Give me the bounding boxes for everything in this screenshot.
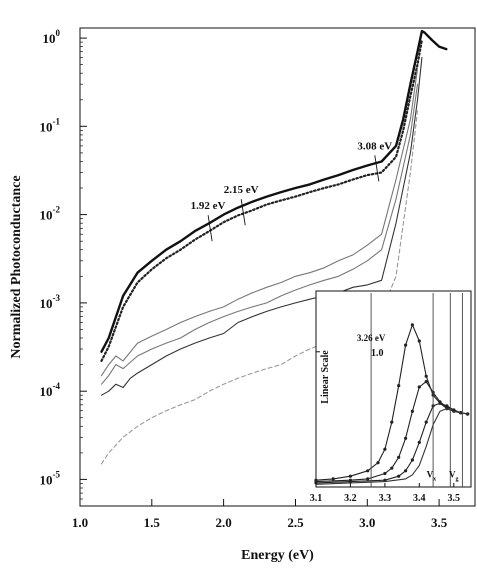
- inset-series-1-point: [397, 384, 401, 388]
- inset-series-2-point: [424, 380, 428, 384]
- inset-frame: [315, 290, 472, 488]
- inset-series-1-point: [390, 420, 394, 424]
- inset-series-2-point: [383, 471, 387, 476]
- y-tick-exponent: -2: [53, 205, 61, 215]
- inset-series-1-point: [331, 477, 335, 481]
- main-x-tick-label: 2.0: [215, 515, 231, 530]
- main-y-tick-label: 10-2: [40, 205, 61, 223]
- main-series-3-line: [100, 57, 423, 396]
- y-tick-exponent: -1: [53, 116, 61, 126]
- inset-series-3-point: [397, 474, 401, 478]
- inset-series-2-point: [404, 436, 408, 440]
- inset-series-1-point: [383, 447, 387, 451]
- y-tick-base: 10: [40, 296, 53, 311]
- y-tick-base: 10: [40, 119, 53, 134]
- main-frame: [79, 27, 476, 507]
- main-series-5-line: [100, 68, 419, 377]
- annotation-text: V: [449, 470, 456, 480]
- inset-chart: 3.1 3.2 3.3 3.4 3.5 1.0 Linear Scale 3.26 eV Vx…: [310, 290, 472, 504]
- inset-y-axis-label: Linear Scale: [320, 350, 331, 404]
- inset-series-3-point: [438, 401, 442, 405]
- inset-series-1-point: [404, 343, 408, 347]
- inset-series-2-point: [366, 477, 370, 481]
- inset-x-tick-label: 3.2: [344, 493, 357, 504]
- inset-series-3-point: [410, 458, 414, 462]
- inset-annotation-label: Vg: [449, 470, 459, 483]
- main-annotation-label: 1.92 eV: [191, 200, 226, 212]
- main-annotation-label: 3.08 eV: [357, 140, 392, 152]
- main-x-tick-label: 1.0: [72, 515, 88, 530]
- main-annotations: 1.92 eV 2.15 eV 3.08 eV: [191, 140, 392, 242]
- annotation-subscript: x: [433, 477, 436, 483]
- inset-series-group: [314, 323, 470, 485]
- inset-series-3-point: [424, 420, 428, 424]
- y-tick-exponent: -4: [53, 381, 61, 391]
- main-annotation-leader: [374, 155, 380, 182]
- main-y-tick-label: 10-3: [40, 293, 61, 311]
- main-series-4-line: [100, 83, 419, 385]
- inset-x-tick-label: 3.1: [310, 493, 323, 504]
- inset-series-3-point: [314, 481, 318, 485]
- inset-series-1-point: [417, 339, 421, 343]
- annotation-text: 2.15 eV: [224, 184, 259, 196]
- main-plot-frame: [79, 27, 476, 507]
- inset-x-tick-label: 3.3: [379, 493, 392, 504]
- inset-series-1-point: [424, 374, 428, 378]
- main-y-tick-label: 10-4: [40, 381, 61, 399]
- inset-series-2-point: [397, 455, 401, 459]
- main-chart: 1.0 1.5 2.0 2.5 3.0 3.510-510-410-310-210-110…: [9, 27, 476, 563]
- y-tick-base: 10: [40, 472, 53, 487]
- inset-series-1-point: [348, 474, 352, 478]
- inset-series-2-point: [390, 466, 394, 470]
- main-annotation-leader: [207, 215, 213, 242]
- inset-axes: 3.1 3.2 3.3 3.4 3.5 1.0 Linear Scale: [310, 348, 460, 504]
- annotation-text: 1.92 eV: [191, 200, 226, 212]
- y-tick-base: 10: [43, 31, 56, 46]
- main-series-group: [100, 29, 448, 465]
- inset-x-tick-label: 3.4: [413, 493, 426, 504]
- inset-series-3-point: [445, 404, 449, 408]
- inset-series-4-line: [315, 408, 469, 485]
- y-tick-base: 10: [40, 384, 53, 399]
- inset-y-tick-label: 1.0: [371, 348, 384, 359]
- annotation-text: 3.08 eV: [357, 140, 392, 152]
- y-tick-exponent: -5: [53, 469, 61, 479]
- y-tick-base: 10: [40, 208, 53, 223]
- inset-series-1-point: [376, 461, 380, 465]
- main-x-tick-label: 3.5: [431, 515, 448, 530]
- inset-series-2-point: [410, 409, 414, 413]
- main-axes: 1.0 1.5 2.0 2.5 3.0 3.510-510-410-310-210-110…: [9, 28, 448, 563]
- inset-series-1-point: [366, 469, 370, 473]
- inset-background: [316, 291, 471, 487]
- annotation-text: 3.26 eV: [357, 333, 386, 343]
- inset-series-3-point: [404, 469, 408, 473]
- inset-x-tick-label: 3.5: [448, 493, 461, 504]
- inset-series-3-point: [417, 440, 421, 444]
- annotation-subscript: g: [456, 477, 459, 483]
- inset-annotation-label: Vx: [427, 470, 437, 483]
- inset-annotation-label: 3.26 eV: [357, 333, 386, 343]
- main-y-axis-label: Normalized Photoconductance: [9, 175, 24, 358]
- annotation-text: V: [427, 470, 434, 480]
- y-tick-exponent: -3: [53, 293, 61, 303]
- main-series-2-line: [100, 38, 423, 362]
- main-annotation-leader: [240, 199, 246, 226]
- main-y-tick-label: 10-5: [40, 469, 61, 487]
- inset-plot-frame: [315, 290, 472, 488]
- main-y-tick-label: 100: [43, 28, 61, 46]
- inset-series-1-point: [410, 323, 414, 327]
- main-y-tick-label: 10-1: [40, 116, 61, 134]
- main-x-tick-label: 3.0: [359, 515, 375, 530]
- main-annotation-label: 2.15 eV: [224, 184, 259, 196]
- main-x-axis-label: Energy (eV): [241, 548, 314, 563]
- y-tick-exponent: 0: [56, 28, 61, 38]
- main-x-tick-label: 1.5: [144, 515, 161, 530]
- inset-series-2-point: [417, 385, 421, 389]
- main-x-tick-label: 2.5: [287, 515, 304, 530]
- main-series-1-line: [100, 29, 448, 353]
